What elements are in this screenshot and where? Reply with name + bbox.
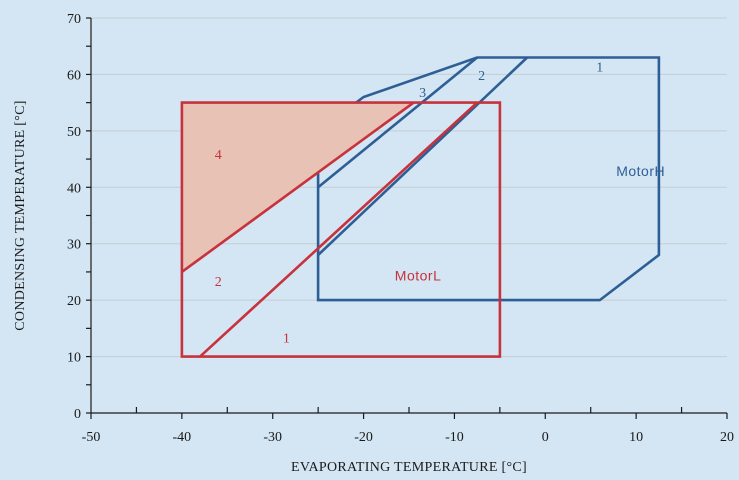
motorl-region-label-1: 1	[283, 331, 290, 346]
x-tick-label--30: -30	[263, 430, 282, 445]
x-tick-label--50: -50	[82, 430, 101, 445]
motorl-divider-1	[181, 101, 415, 273]
x-tick-label--40: -40	[173, 430, 192, 445]
y-tick-label-30: 30	[67, 238, 81, 253]
motorl-outline	[180, 101, 502, 358]
y-tick-label-20: 20	[67, 294, 81, 309]
motorh-divider-1	[317, 56, 478, 189]
x-tick-label-0: 0	[542, 430, 549, 445]
x-tick-label--10: -10	[445, 430, 464, 445]
x-axis-title: EVAPORATING TEMPERATURE [°C]	[291, 460, 527, 475]
motorh-divider-2	[317, 56, 529, 256]
motorl-region-label-4: 4	[215, 148, 222, 163]
motorl-series-label: MotorL	[395, 267, 442, 283]
y-tick-label-0: 0	[74, 407, 81, 422]
motorh-series-label: MotorH	[616, 163, 665, 179]
x-tick-label-20: 20	[720, 430, 734, 445]
x-tick-label--20: -20	[354, 430, 373, 445]
y-tick-label-60: 60	[67, 68, 81, 83]
motorl-divider-2	[199, 101, 479, 358]
axes: 0 10 20 30 40 50 60 70 -50 -40 -30 -20 -10 0 10 20	[67, 12, 734, 445]
y-tick-label-50: 50	[67, 125, 81, 140]
motorh-region-label-3: 3	[419, 86, 426, 101]
y-tick-label-70: 70	[67, 12, 81, 27]
y-axis-title: CONDENSING TEMPERATURE [°C]	[13, 100, 28, 330]
x-tick-label-10: 10	[629, 430, 643, 445]
motorh-region-label-2: 2	[478, 69, 485, 84]
plot-area: 1 2 3 MotorH 4 2 1 MotorL	[180, 56, 665, 358]
y-tick-label-10: 10	[67, 351, 81, 366]
motorl-region-label-2: 2	[215, 275, 222, 290]
y-tick-label-40: 40	[67, 181, 81, 196]
motorh-region-label-1: 1	[596, 61, 603, 76]
